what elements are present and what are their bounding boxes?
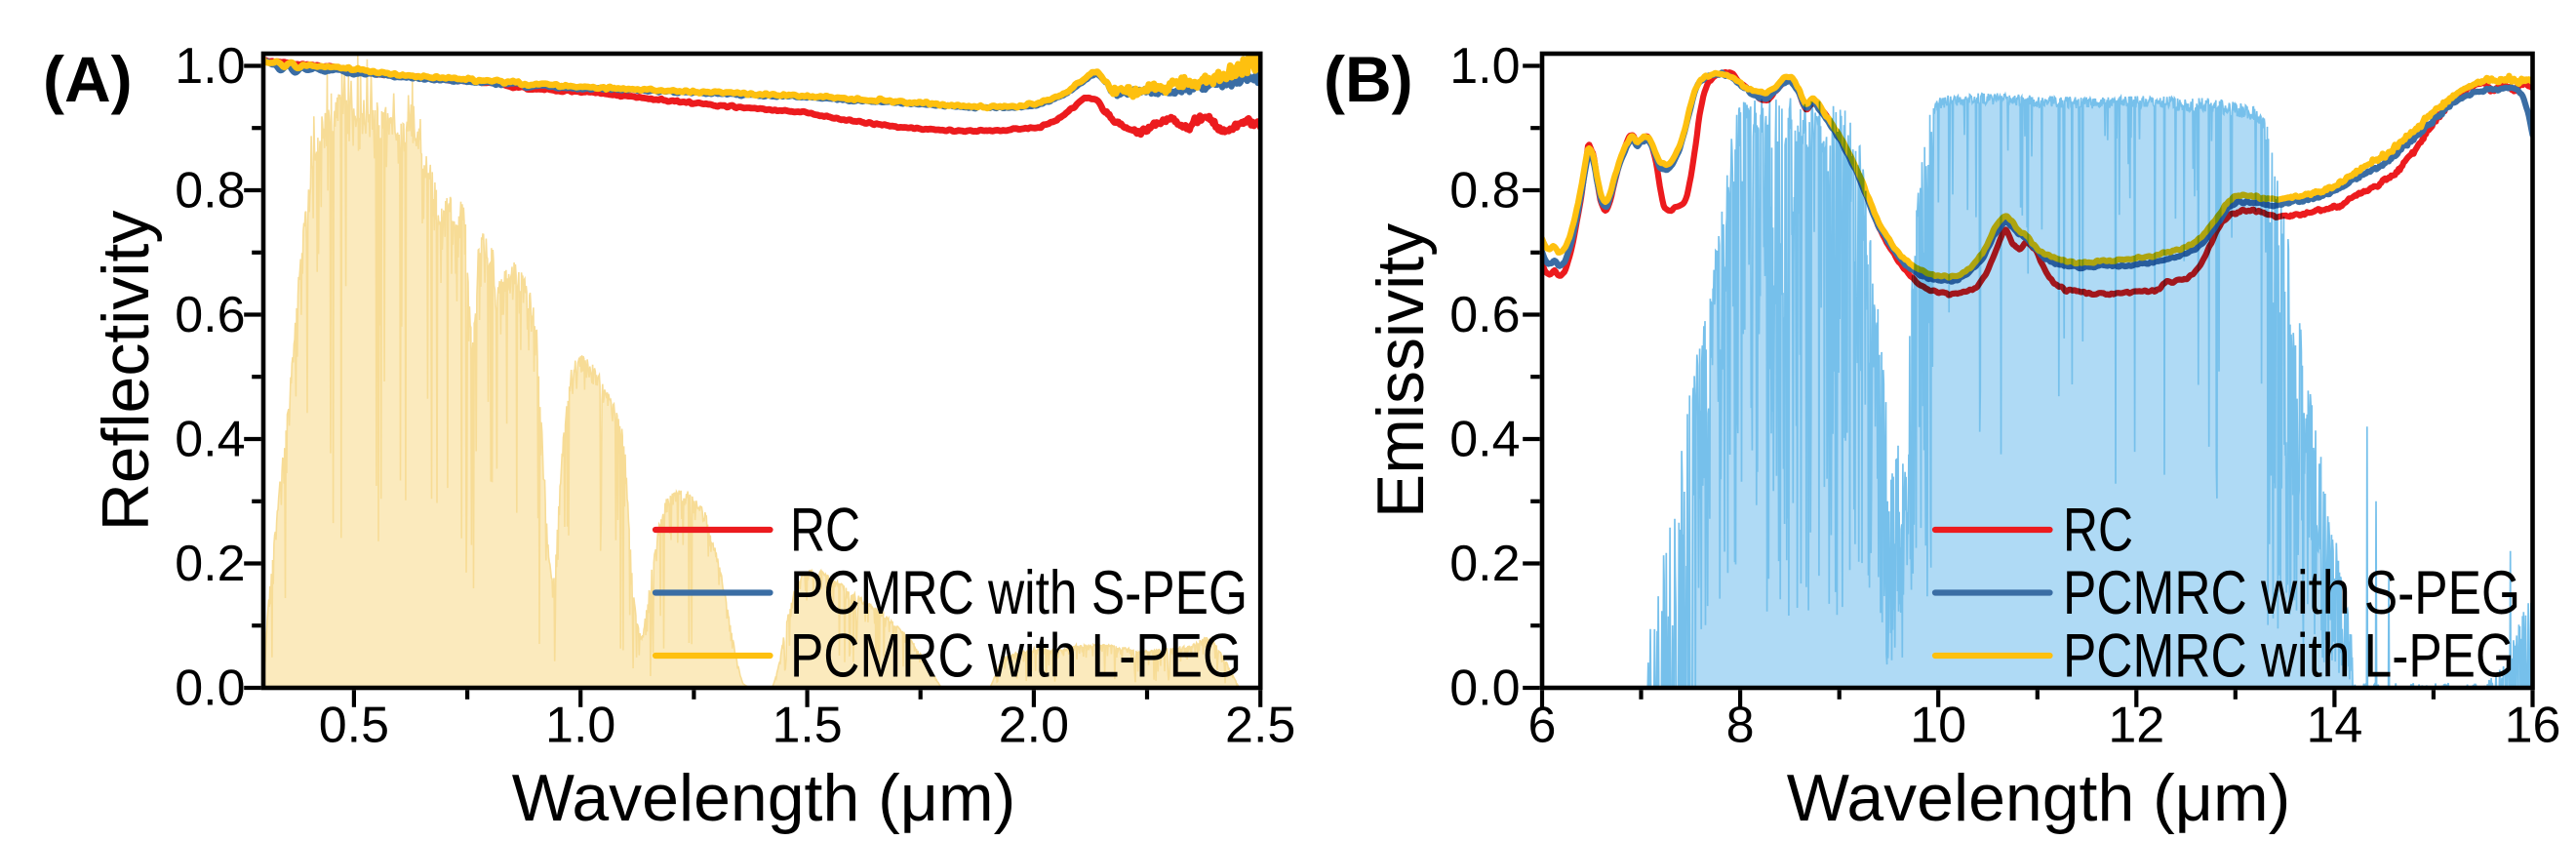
svg-text:Wavelength (μm): Wavelength (μm) xyxy=(1787,761,2291,835)
svg-text:0.4: 0.4 xyxy=(1449,412,1520,468)
svg-text:(B): (B) xyxy=(1324,43,1413,115)
svg-text:1.5: 1.5 xyxy=(772,698,842,754)
svg-text:1.0: 1.0 xyxy=(175,38,245,95)
svg-text:0.4: 0.4 xyxy=(175,412,245,468)
svg-text:0.6: 0.6 xyxy=(1449,287,1520,343)
svg-text:0.2: 0.2 xyxy=(1449,536,1520,592)
svg-text:0.5: 0.5 xyxy=(319,698,389,754)
svg-text:0.8: 0.8 xyxy=(1449,163,1520,220)
svg-text:1.0: 1.0 xyxy=(1449,38,1520,95)
svg-text:RC: RC xyxy=(2063,497,2133,565)
svg-text:0.0: 0.0 xyxy=(1449,661,1520,717)
svg-text:PCMRC with L-PEG: PCMRC with L-PEG xyxy=(2063,622,2515,691)
svg-text:8: 8 xyxy=(1726,698,1755,754)
svg-text:2.0: 2.0 xyxy=(999,698,1069,754)
svg-text:1.0: 1.0 xyxy=(545,698,615,754)
svg-text:Emissivity: Emissivity xyxy=(1364,223,1438,518)
svg-text:12: 12 xyxy=(2108,698,2164,754)
svg-text:0.6: 0.6 xyxy=(175,287,245,343)
svg-text:2.5: 2.5 xyxy=(1225,698,1295,754)
svg-text:0.2: 0.2 xyxy=(175,536,245,592)
svg-text:Reflectivity: Reflectivity xyxy=(89,211,163,532)
svg-text:14: 14 xyxy=(2306,698,2362,754)
svg-text:0.0: 0.0 xyxy=(175,661,245,717)
svg-text:Wavelength (μm): Wavelength (μm) xyxy=(512,761,1016,835)
svg-text:PCMRC with S-PEG: PCMRC with S-PEG xyxy=(2063,559,2520,627)
svg-text:0.8: 0.8 xyxy=(175,163,245,220)
svg-text:RC: RC xyxy=(790,497,860,565)
svg-text:(A): (A) xyxy=(43,43,133,115)
svg-text:10: 10 xyxy=(1910,698,1966,754)
svg-text:PCMRC with S-PEG: PCMRC with S-PEG xyxy=(790,559,1248,627)
svg-text:6: 6 xyxy=(1528,698,1557,754)
svg-text:PCMRC with L-PEG: PCMRC with L-PEG xyxy=(790,622,1242,691)
svg-text:16: 16 xyxy=(2505,698,2561,754)
